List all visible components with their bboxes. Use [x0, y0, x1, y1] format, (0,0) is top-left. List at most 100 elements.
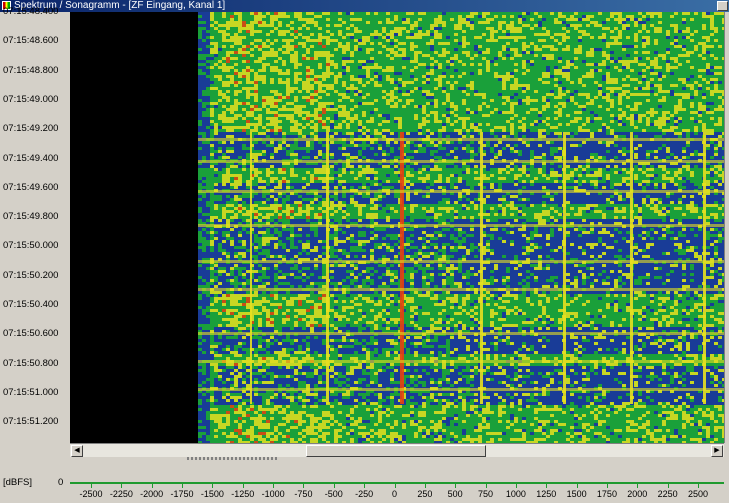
spectrogram-cell	[342, 51, 346, 54]
spectrogram-cell	[274, 15, 278, 18]
spectrogram-cell	[486, 201, 490, 204]
spectrogram-cell	[694, 48, 698, 51]
spectrogram-cell	[558, 33, 562, 36]
spectrogram-cell	[322, 183, 326, 186]
spectrogram-cell	[646, 135, 650, 138]
spectrogram-cell	[282, 39, 286, 42]
spectrogram-cell	[338, 12, 342, 15]
spectrogram-cell	[410, 135, 414, 138]
spectrogram-cell	[290, 219, 294, 222]
spectrogram-cell	[322, 132, 326, 135]
spectrogram-cell	[470, 162, 474, 165]
spectrogram-cell	[678, 168, 682, 171]
spectrogram-cell	[542, 162, 546, 165]
spectrogram-cell	[474, 186, 478, 189]
spectrogram-cell	[334, 147, 338, 150]
spectrogram-cell	[394, 228, 398, 231]
spectrogram-cell	[454, 81, 458, 84]
spectrogram-cell	[230, 165, 234, 168]
spectrogram-cell	[554, 117, 558, 120]
spectrogram-cell	[274, 192, 278, 195]
spectrogram-cell	[650, 84, 654, 87]
spectrogram-cell	[310, 114, 314, 117]
spectrogram-cell	[654, 150, 658, 153]
spectrogram-cell	[594, 141, 598, 144]
spectrogram-cell	[266, 168, 270, 171]
spectrogram-cell	[638, 120, 642, 123]
spectrogram-cell	[262, 54, 266, 57]
spectrogram-cell	[206, 216, 210, 219]
spectrogram-cell	[346, 168, 350, 171]
spectrogram-cell	[622, 186, 626, 189]
spectrogram-cell	[710, 171, 714, 174]
spectrogram-cell	[270, 222, 274, 225]
spectrogram-cell	[262, 57, 266, 60]
spectrogram-plot[interactable]	[70, 12, 724, 443]
spectrogram-cell	[434, 144, 438, 147]
spectrogram-cell	[402, 84, 406, 87]
spectrogram-cell	[210, 120, 214, 123]
spectrogram-cell	[626, 219, 630, 222]
spectrogram-cell	[698, 222, 702, 225]
spectrogram-cell	[518, 30, 522, 33]
spectrogram-cell	[286, 135, 290, 138]
spectrogram-cell	[562, 72, 566, 75]
spectrogram-cell	[462, 51, 466, 54]
spectrogram-cell	[290, 171, 294, 174]
spectrogram-cell	[258, 135, 262, 138]
spectrogram-cell	[714, 186, 718, 189]
spectrogram-cell	[646, 117, 650, 120]
spectrogram-cell	[534, 135, 538, 138]
spectrogram-cell	[358, 39, 362, 42]
spectrogram-cell	[358, 219, 362, 222]
spectrogram-cell	[586, 222, 590, 225]
spectrogram-cell	[602, 63, 606, 66]
spectrogram-cell	[558, 150, 562, 153]
spectrogram-cell	[622, 93, 626, 96]
spectrogram-cell	[534, 162, 538, 165]
spectrogram-cell	[402, 21, 406, 24]
spectrogram-cell	[314, 90, 318, 93]
spectrogram-cell	[618, 12, 622, 15]
spectrogram-cell	[450, 87, 454, 90]
spectrogram-cell	[270, 81, 274, 84]
window-control-button[interactable]	[717, 1, 728, 11]
spectrogram-cell	[298, 231, 302, 234]
spectrogram-cell	[278, 162, 282, 165]
spectrogram-cell	[626, 162, 630, 165]
spectrogram-cell	[298, 219, 302, 222]
spectrogram-cell	[646, 204, 650, 207]
spectrogram-cell	[354, 198, 358, 201]
spectrogram-cell	[402, 105, 406, 108]
spectrogram-cell	[638, 192, 642, 195]
spectrogram-cell	[510, 132, 514, 135]
spectrogram-cell	[562, 36, 566, 39]
spectrogram-cell	[206, 132, 210, 135]
spectrogram-cell	[690, 219, 694, 222]
window-titlebar[interactable]: Spektrum / Sonagramm - [ZF Eingang, Kana…	[0, 0, 729, 12]
spectrogram-cell	[470, 222, 474, 225]
spectrogram-cell	[586, 24, 590, 27]
spectrogram-cell	[334, 66, 338, 69]
spectrogram-cell	[502, 198, 506, 201]
spectrogram-cell	[462, 156, 466, 159]
spectrogram-cell	[546, 81, 550, 84]
spectrogram-cell	[418, 123, 422, 126]
spectrogram-cell	[498, 153, 502, 156]
spectrogram-cell	[698, 219, 702, 222]
spectrogram-cell	[278, 192, 282, 195]
spectrogram-cell	[590, 198, 594, 201]
spectrogram-cell	[514, 222, 518, 225]
spectrogram-cell	[598, 87, 602, 90]
spectrogram-cell	[634, 219, 638, 222]
spectrogram-cell	[646, 192, 650, 195]
spectrogram-cell	[354, 30, 358, 33]
spectrogram-cell	[626, 201, 630, 204]
spectrogram-cell	[270, 195, 274, 198]
spectrogram-cell	[486, 198, 490, 201]
spectrogram-cell	[458, 201, 462, 204]
spectrogram-cell	[542, 222, 546, 225]
spectrogram-cell	[538, 198, 542, 201]
spectrogram-cell	[282, 30, 286, 33]
spectrogram-cell	[274, 195, 278, 198]
